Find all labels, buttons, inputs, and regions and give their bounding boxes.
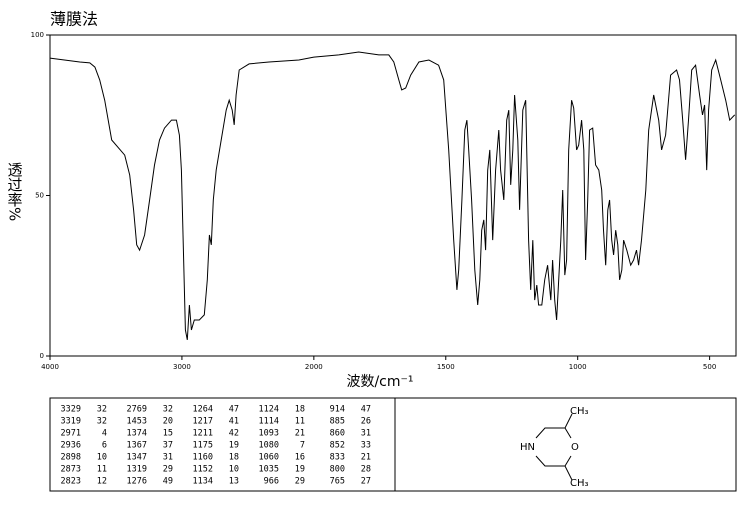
peak-wavenumber: 800 — [330, 465, 345, 475]
peak-wavenumber: 1374 — [127, 429, 147, 439]
peak-transmittance: 11 — [97, 465, 107, 475]
x-axis-label: 波数/cm⁻¹ — [346, 374, 413, 390]
x-tick-label: 4000 — [41, 363, 59, 371]
spectrum-line — [49, 51, 736, 340]
x-tick-label: 500 — [703, 363, 716, 371]
x-tick-label: 1500 — [437, 363, 455, 371]
peak-transmittance: 33 — [361, 441, 371, 451]
peak-wavenumber: 1060 — [259, 453, 279, 463]
peak-transmittance: 32 — [163, 405, 173, 415]
peak-wavenumber: 3329 — [61, 405, 81, 415]
y-tick-label: 50 — [35, 192, 44, 200]
peak-wavenumber: 1264 — [193, 405, 213, 415]
bond — [564, 413, 573, 429]
table-frame — [49, 397, 737, 492]
peak-transmittance: 12 — [97, 477, 107, 487]
peak-wavenumber: 3319 — [61, 417, 81, 427]
x-tick-label: 3000 — [173, 363, 191, 371]
x-tick-label: 2000 — [305, 363, 323, 371]
peak-wavenumber: 1124 — [259, 405, 279, 415]
peak-wavenumber: 2873 — [61, 465, 81, 475]
peak-wavenumber: 1080 — [259, 441, 279, 451]
peak-wavenumber: 1319 — [127, 465, 147, 475]
peak-transmittance: 41 — [229, 417, 239, 427]
peak-transmittance: 6 — [102, 441, 107, 451]
peak-transmittance: 19 — [295, 465, 305, 475]
bond — [535, 427, 572, 439]
peak-wavenumber: 1276 — [127, 477, 147, 487]
peak-transmittance: 31 — [163, 453, 173, 463]
peak-wavenumber: 966 — [264, 477, 279, 487]
molecule-bonds — [535, 413, 573, 481]
x-tick-label: 1000 — [569, 363, 587, 371]
peak-transmittance: 28 — [361, 465, 371, 475]
peak-wavenumber: 2823 — [61, 477, 81, 487]
peak-transmittance: 10 — [229, 465, 239, 475]
peak-transmittance: 29 — [163, 465, 173, 475]
peak-transmittance: 21 — [361, 453, 371, 463]
chart-title: 薄膜法 — [50, 10, 98, 29]
structure-label: CH₃ — [570, 478, 589, 489]
peak-wavenumber: 1217 — [193, 417, 213, 427]
peak-wavenumber: 2971 — [61, 429, 81, 439]
peak-transmittance: 26 — [361, 417, 371, 427]
peak-transmittance: 18 — [229, 453, 239, 463]
peak-wavenumber: 1160 — [193, 453, 213, 463]
peak-transmittance: 15 — [163, 429, 173, 439]
peak-transmittance: 18 — [295, 405, 305, 415]
peak-transmittance: 10 — [97, 453, 107, 463]
peak-wavenumber: 914 — [330, 405, 345, 415]
peak-transmittance: 21 — [295, 429, 305, 439]
peak-transmittance: 49 — [163, 477, 173, 487]
y-tick-label: 100 — [31, 31, 44, 39]
peak-transmittance: 47 — [229, 405, 239, 415]
peak-transmittance: 4 — [102, 429, 107, 439]
structure-label: CH₃ — [570, 406, 589, 417]
peak-wavenumber: 1211 — [193, 429, 213, 439]
peak-wavenumber: 1093 — [259, 429, 279, 439]
peak-wavenumber: 1114 — [259, 417, 279, 427]
peak-wavenumber: 1175 — [193, 441, 213, 451]
peak-transmittance: 11 — [295, 417, 305, 427]
structure-label: O — [571, 442, 579, 453]
peak-wavenumber: 1152 — [193, 465, 213, 475]
peak-transmittance: 31 — [361, 429, 371, 439]
peak-wavenumber: 1453 — [127, 417, 147, 427]
peak-wavenumber: 765 — [330, 477, 345, 487]
peak-transmittance: 42 — [229, 429, 239, 439]
plot-frame — [49, 34, 737, 357]
peak-wavenumber: 1367 — [127, 441, 147, 451]
bond — [564, 465, 573, 481]
peak-wavenumber: 1035 — [259, 465, 279, 475]
peak-transmittance: 13 — [229, 477, 239, 487]
peak-transmittance: 37 — [163, 441, 173, 451]
peak-wavenumber: 860 — [330, 429, 345, 439]
peak-wavenumber: 1347 — [127, 453, 147, 463]
peak-wavenumber: 852 — [330, 441, 345, 451]
peak-transmittance: 29 — [295, 477, 305, 487]
peak-transmittance: 19 — [229, 441, 239, 451]
y-tick-label: 0 — [40, 352, 44, 360]
peak-transmittance: 47 — [361, 405, 371, 415]
peak-transmittance: 7 — [300, 441, 305, 451]
peak-wavenumber: 833 — [330, 453, 345, 463]
peak-transmittance: 27 — [361, 477, 371, 487]
peak-wavenumber: 885 — [330, 417, 345, 427]
structure-label: HN — [520, 442, 535, 453]
peak-transmittance: 20 — [163, 417, 173, 427]
peak-wavenumber: 2936 — [61, 441, 81, 451]
peak-wavenumber: 2769 — [127, 405, 147, 415]
peak-transmittance: 32 — [97, 417, 107, 427]
bond — [535, 455, 572, 467]
peak-transmittance: 16 — [295, 453, 305, 463]
peak-wavenumber: 1134 — [193, 477, 213, 487]
peak-transmittance: 32 — [97, 405, 107, 415]
peak-wavenumber: 2898 — [61, 453, 81, 463]
y-axis-label: 透过率% — [6, 162, 24, 221]
